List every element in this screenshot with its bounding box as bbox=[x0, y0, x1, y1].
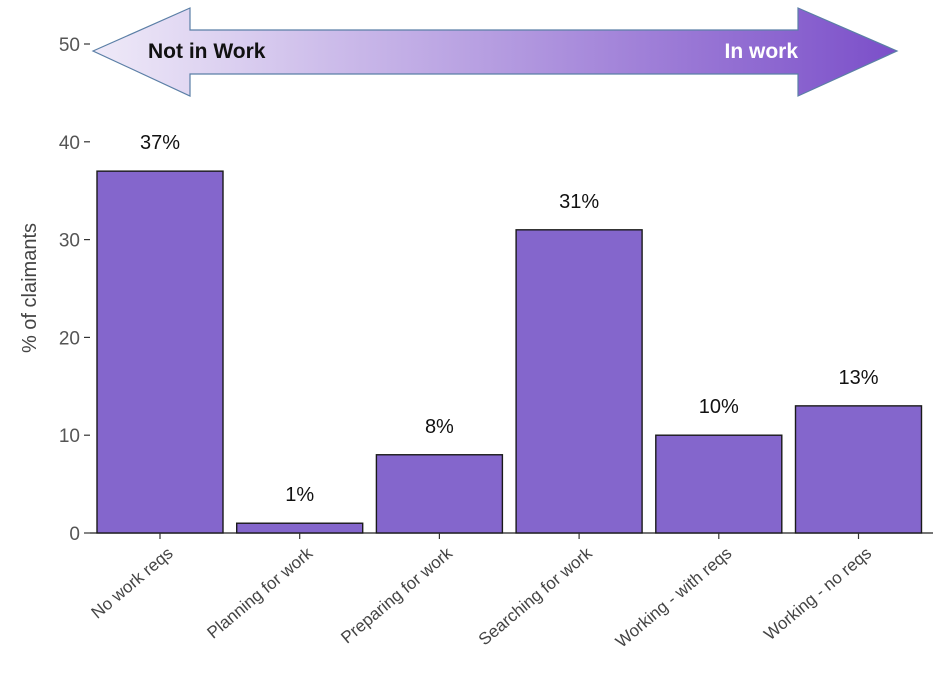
bar bbox=[96, 170, 224, 534]
not-in-work-label: Not in Work bbox=[148, 40, 266, 63]
y-tick-label: 20 bbox=[59, 328, 80, 349]
y-tick-label: 50 bbox=[59, 35, 80, 56]
bar bbox=[515, 229, 643, 534]
double-arrow-shape bbox=[91, 7, 899, 97]
x-tick-label: Planning for work bbox=[203, 543, 316, 642]
in-work-label: In work bbox=[724, 40, 798, 63]
data-label: 1% bbox=[285, 484, 314, 506]
work-status-arrow: Not in Work In work bbox=[91, 7, 899, 97]
x-tick-label: Searching for work bbox=[475, 543, 596, 649]
x-tick-label: Preparing for work bbox=[337, 543, 456, 647]
bar bbox=[375, 454, 504, 534]
y-axis-ticks: 0 10 20 30 40 50 bbox=[59, 35, 90, 545]
bar bbox=[235, 522, 364, 534]
y-tick-label: 40 bbox=[59, 133, 80, 154]
data-label: 10% bbox=[699, 396, 739, 418]
bars bbox=[96, 170, 923, 534]
data-label: 13% bbox=[838, 367, 878, 389]
x-tick-label: Working - no reqs bbox=[760, 544, 875, 645]
y-tick-label: 30 bbox=[59, 231, 80, 252]
bar bbox=[794, 405, 923, 534]
data-label: 8% bbox=[425, 416, 454, 438]
bar bbox=[655, 434, 783, 534]
y-axis-title: % of claimants bbox=[19, 223, 41, 353]
y-tick-label: 0 bbox=[69, 524, 80, 545]
y-tick-label: 10 bbox=[59, 426, 80, 447]
x-axis-ticks: No work reqs Planning for work Preparing f… bbox=[88, 533, 875, 651]
x-tick-label: No work reqs bbox=[88, 544, 177, 623]
data-labels: 37% 1% 8% 31% 10% 13% bbox=[140, 132, 879, 506]
x-tick-label: Working - with reqs bbox=[612, 544, 735, 652]
data-label: 31% bbox=[559, 191, 599, 213]
data-label: 37% bbox=[140, 132, 180, 154]
